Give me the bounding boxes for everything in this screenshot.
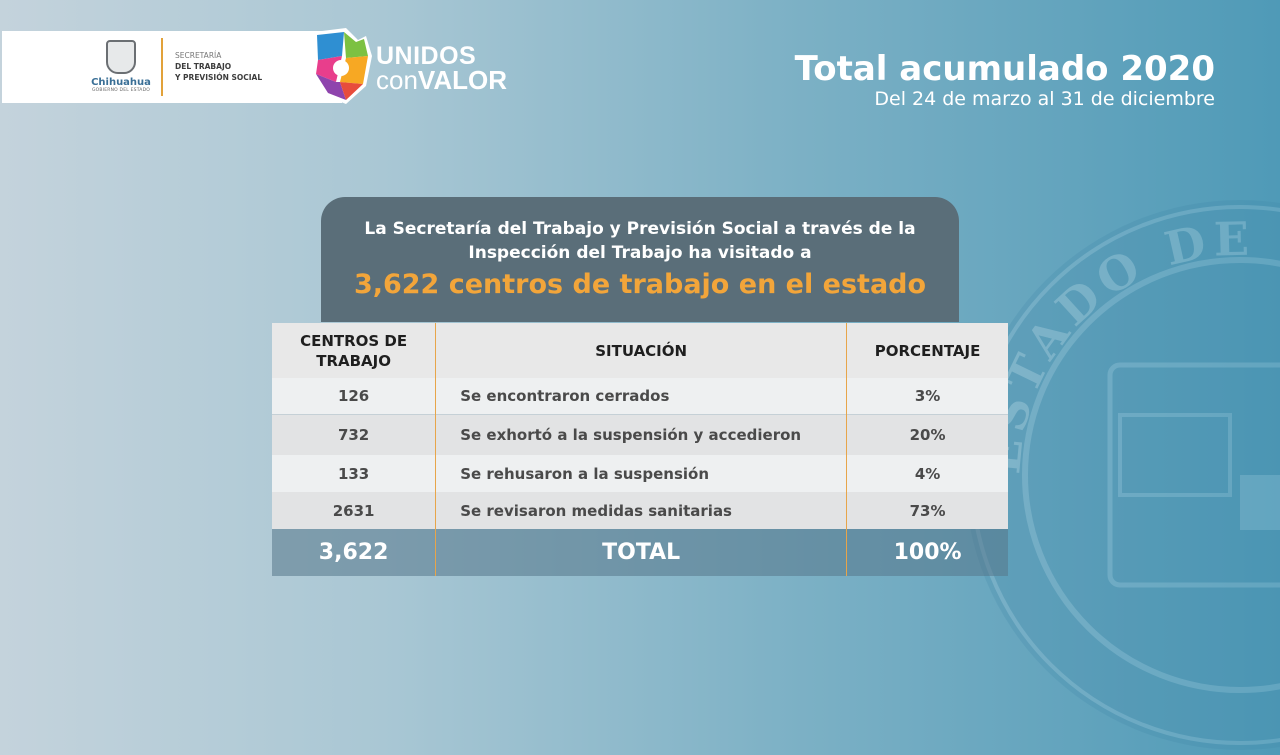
header-porcentaje: PORCENTAJE [846,323,1008,378]
inspection-table: CENTROS DE TRABAJO SITUACIÓN PORCENTAJE … [272,323,1008,576]
cell-centros: 133 [272,455,437,492]
table-row: 126 Se encontraron cerrados 3% [272,378,1008,415]
page-subtitle: Del 24 de marzo al 31 de diciembre [874,88,1215,110]
cell-situacion: Se revisaron medidas sanitarias [435,492,848,529]
cell-porcentaje: 4% [846,455,1008,492]
gov-logo-name: Chihuahua [91,77,151,88]
unidos-con-valor-logo: UNIDOS conVALOR [376,42,507,95]
unidos-con-valor-map-icon [308,28,372,104]
total-centros: 3,622 [272,529,437,576]
cell-porcentaje: 3% [846,378,1008,415]
title-block: Total acumulado 2020 Del 24 de marzo al … [795,50,1215,110]
table-row: 133 Se rehusaron a la suspensión 4% [272,455,1008,492]
summary-panel: La Secretaría del Trabajo y Previsión So… [321,197,959,322]
total-porcentaje: 100% [846,529,1008,576]
secretaria-line2: DEL TRABAJO [175,62,232,71]
logo-divider [161,38,163,96]
cell-centros: 2631 [272,492,437,529]
header-situacion: SITUACIÓN [435,323,848,378]
cell-porcentaje: 73% [846,492,1008,529]
cell-situacion: Se encontraron cerrados [435,378,848,415]
total-label: TOTAL [435,529,848,576]
secretaria-label: SECRETARÍA DEL TRABAJO Y PREVISIÓN SOCIA… [175,50,262,83]
cell-centros: 126 [272,378,437,415]
campaign-valor: VALOR [417,65,507,95]
cell-porcentaje: 20% [846,414,1008,455]
campaign-line1: UNIDOS [376,42,477,70]
secretaria-line3: Y PREVISIÓN SOCIAL [175,73,263,82]
header-logo-strip [2,31,342,103]
gov-logo-subtitle: GOBIERNO DEL ESTADO [92,88,150,93]
cell-centros: 732 [272,414,437,455]
header-centros: CENTROS DE TRABAJO [272,323,437,378]
coat-of-arms-icon [106,40,136,74]
state-seal-watermark: ESTADO DE CH [965,200,1280,750]
table-total-row: 3,622 TOTAL 100% [272,529,1008,576]
secretaria-line1: SECRETARÍA [175,51,222,60]
campaign-con: con [376,65,418,95]
table-header-row: CENTROS DE TRABAJO SITUACIÓN PORCENTAJE [272,323,1008,378]
table-row: 732 Se exhortó a la suspensión y accedie… [272,414,1008,455]
gobierno-chihuahua-logo: Chihuahua GOBIERNO DEL ESTADO [90,40,152,93]
campaign-line2: conVALOR [376,65,507,95]
table-row: 2631 Se revisaron medidas sanitarias 73% [272,492,1008,529]
cell-situacion: Se exhortó a la suspensión y accedieron [435,414,848,455]
summary-highlight: 3,622 centros de trabajo en el estado [353,269,927,300]
summary-text: La Secretaría del Trabajo y Previsión So… [364,219,916,263]
page-title: Total acumulado 2020 [794,49,1215,89]
cell-situacion: Se rehusaron a la suspensión [435,455,848,492]
